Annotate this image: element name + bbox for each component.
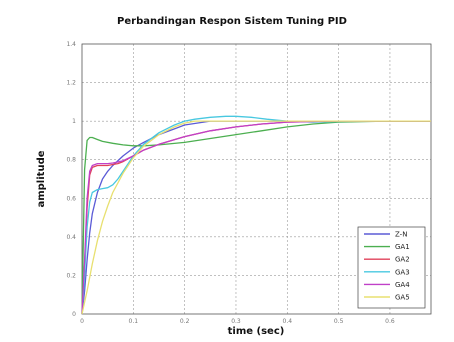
legend-label: GA1 [395,243,410,251]
legend: Z-N GA1 GA2 GA3 GA4 GA5 [357,226,426,309]
y-axis-label: amplitude [36,150,47,207]
x-tick-label: 0.4 [283,318,293,325]
legend-label: Z-N [395,231,407,239]
legend-label: GA2 [395,256,410,264]
y-tick-label: 0.8 [66,157,76,164]
legend-label: GA3 [395,268,410,276]
x-tick-label: 0.3 [231,318,241,325]
x-tick-label: 0 [80,318,84,325]
y-tick-label: 1 [72,118,76,125]
y-tick-label: 0 [72,311,76,318]
legend-label: GA4 [395,281,410,289]
x-tick-label: 0.2 [180,318,190,325]
legend-box [357,226,426,309]
plot-area [81,43,432,315]
axis-ticks: 0 0.1 0.2 0.3 0.4 0.5 0.6 0 0.2 0.4 0.6 0.8 1 1.2 1.4 [66,41,394,325]
series-line-ga4 [81,120,431,315]
series-line-ga5 [81,120,431,315]
legend-label: GA5 [395,294,410,302]
x-axis-label: time (sec) [228,326,285,337]
y-tick-label: 1.2 [66,80,76,87]
x-tick-label: 0.5 [334,318,344,325]
x-tick-label: 0.6 [385,318,395,325]
y-tick-label: 1.4 [66,41,76,48]
y-tick-label: 0.2 [66,272,76,279]
x-tick-label: 0.1 [129,318,139,325]
y-tick-label: 0.4 [66,234,76,241]
y-tick-label: 0.6 [66,195,76,202]
series-lines [81,115,431,315]
chart-title: Perbandingan Respon Sistem Tuning PID [117,16,347,27]
